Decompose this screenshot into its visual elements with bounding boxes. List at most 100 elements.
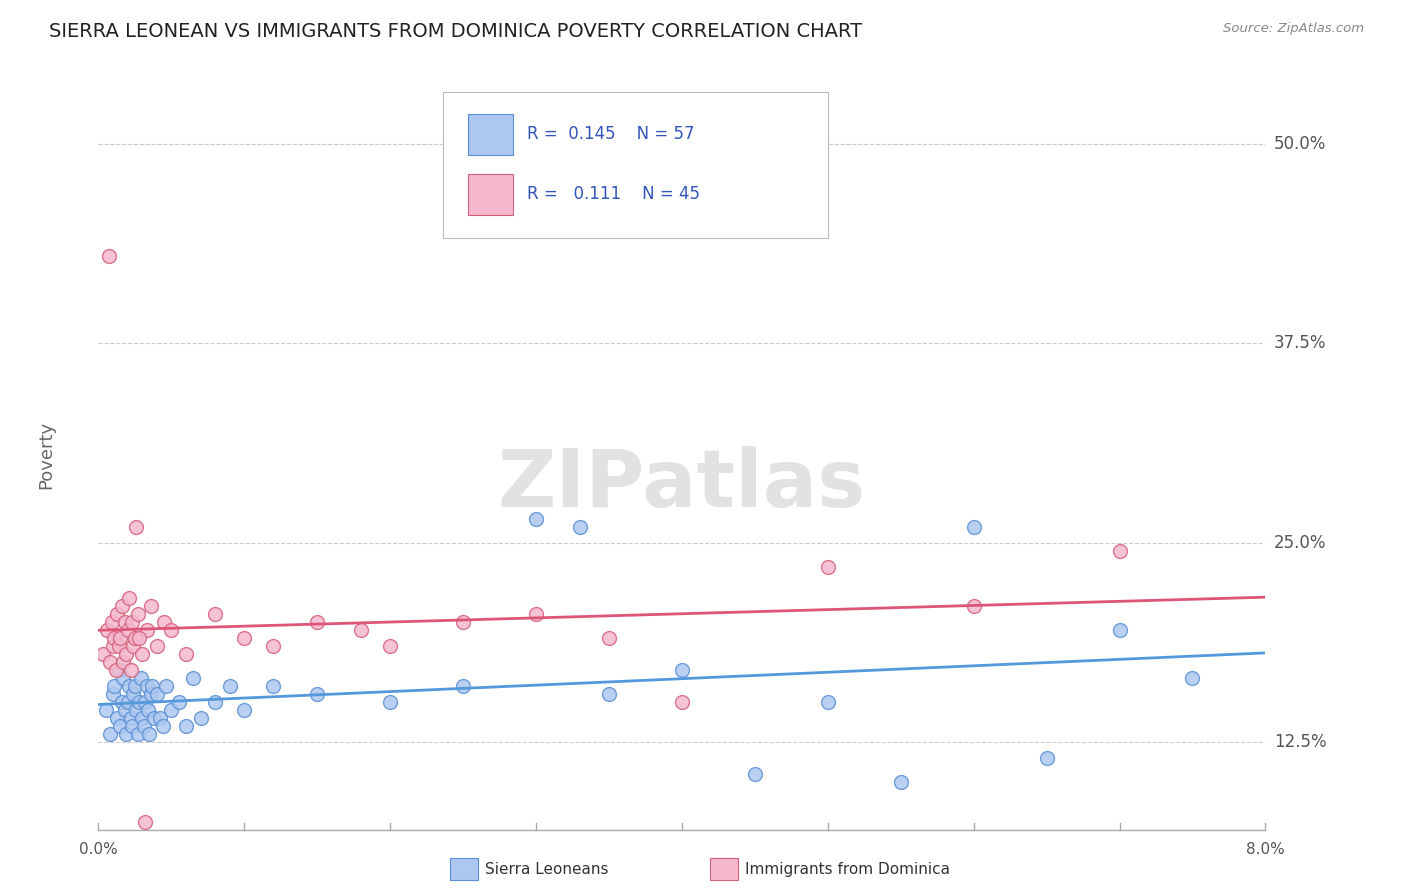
Point [671,663,693,677]
Point [139,687,162,701]
Point [524,511,547,525]
Point [568,519,591,533]
Point [91,647,114,661]
Text: 25.0%: 25.0% [1274,533,1326,551]
Point [114,615,136,630]
Point [451,615,474,630]
Text: Poverty: Poverty [37,421,55,489]
Point [1181,671,1204,685]
Point [962,519,984,533]
Point [190,711,212,725]
Point [108,663,131,677]
Point [139,599,162,614]
Point [105,711,128,725]
Point [101,687,124,701]
Point [132,719,155,733]
Point [160,703,183,717]
Point [121,719,143,733]
Point [110,632,132,646]
Point [153,615,176,630]
Point [122,639,145,653]
Point [307,615,329,630]
Text: SIERRA LEONEAN VS IMMIGRANTS FROM DOMINICA POVERTY CORRELATION CHART: SIERRA LEONEAN VS IMMIGRANTS FROM DOMINI… [49,22,862,41]
Point [218,679,240,693]
Point [97,249,120,263]
Point [1108,624,1130,638]
Point [131,647,153,661]
Point [108,639,131,653]
Point [101,639,124,653]
FancyBboxPatch shape [443,92,828,237]
Point [146,687,169,701]
Point [142,711,165,725]
Point [167,695,190,709]
Text: R =   0.111    N = 45: R = 0.111 N = 45 [527,186,700,203]
Point [204,607,226,622]
Point [111,599,134,614]
Text: 50.0%: 50.0% [1274,135,1326,153]
Point [307,687,329,701]
Point [98,655,121,669]
Point [125,519,148,533]
Point [120,711,142,725]
Text: 8.0%: 8.0% [1246,842,1285,857]
Point [94,703,117,717]
Point [149,711,172,725]
Point [817,695,839,709]
Text: Source: ZipAtlas.com: Source: ZipAtlas.com [1223,22,1364,36]
Point [204,695,226,709]
Text: Sierra Leoneans: Sierra Leoneans [485,863,609,877]
Point [128,632,150,646]
Point [233,703,256,717]
Point [135,624,157,638]
Point [181,671,204,685]
Point [124,632,146,646]
Point [451,679,474,693]
Point [380,695,402,709]
Point [134,814,156,829]
Point [131,711,153,725]
FancyBboxPatch shape [468,174,513,215]
Point [890,774,912,789]
Point [105,607,128,622]
Point [744,766,766,780]
Point [118,679,141,693]
Text: 0.0%: 0.0% [79,842,118,857]
Point [1108,543,1130,558]
Point [134,695,156,709]
Text: 12.5%: 12.5% [1274,733,1326,751]
Point [98,727,121,741]
Point [96,624,118,638]
Point [118,591,141,606]
Point [115,647,138,661]
Text: 37.5%: 37.5% [1274,334,1326,352]
Point [524,607,547,622]
Point [110,719,132,733]
Point [1035,751,1057,765]
Point [117,624,139,638]
Point [160,624,183,638]
Point [380,639,402,653]
Point [127,607,149,622]
Point [962,599,984,614]
Text: ZIPatlas: ZIPatlas [498,446,866,524]
Point [138,727,160,741]
Point [103,632,125,646]
Point [125,703,148,717]
Point [111,695,134,709]
Point [146,639,169,653]
Point [117,695,139,709]
Point [174,647,197,661]
Point [598,632,620,646]
Point [103,679,125,693]
Point [155,679,177,693]
Point [141,679,163,693]
Point [598,687,620,701]
Point [115,727,138,741]
Point [671,695,693,709]
Point [152,719,174,733]
Point [817,559,839,574]
Point [100,615,122,630]
Point [112,671,135,685]
Point [135,679,157,693]
